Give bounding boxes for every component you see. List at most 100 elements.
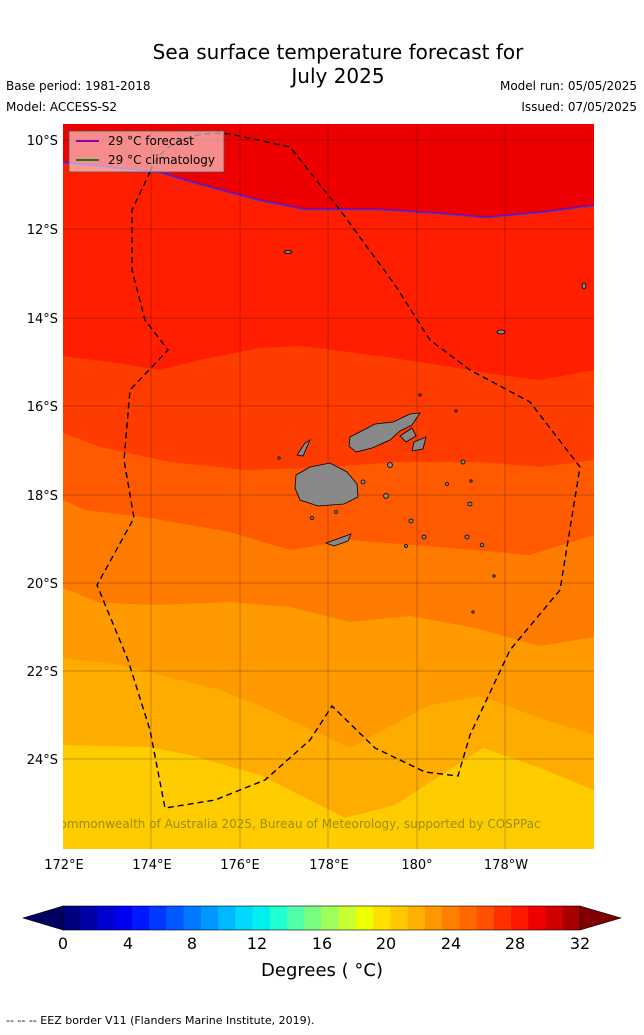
colorbar-tick-label: 28 (504, 934, 526, 953)
colorbar-segment (149, 906, 167, 930)
eez-border (96, 132, 581, 809)
model-text: Model: ACCESS-S2 (6, 100, 118, 114)
colorbar-max-extend (579, 905, 623, 931)
lon-label: 178°W (484, 858, 528, 873)
lon-label: 176°E (220, 858, 260, 873)
colorbar-segment (545, 906, 564, 930)
lat-label: 22°S (27, 665, 58, 680)
colorbar (21, 905, 623, 931)
islet (408, 518, 414, 524)
colorbar-segment (304, 906, 322, 930)
colorbar-segment (407, 906, 426, 930)
colorbar-segment (390, 906, 409, 930)
colorbar-segment (476, 906, 495, 930)
map-title-line1: Sea surface temperature forecast for (152, 40, 524, 64)
lon-label: 174°E (132, 858, 172, 873)
copyright-text: © Commonwealth of Australia 2025, Bureau… (35, 817, 540, 831)
colorbar-title: Degrees ( °C) (261, 960, 383, 981)
colorbar-segment (528, 906, 547, 930)
islet (445, 482, 449, 486)
colorbar-tick-label: 0 (57, 934, 69, 953)
lon-label: 178°E (309, 858, 349, 873)
colorbar-tick-label: 8 (186, 934, 198, 953)
isotherm-legend (68, 130, 225, 173)
islet (471, 610, 475, 614)
climatology-29c-isotherm (63, 162, 594, 219)
kadavu (324, 533, 352, 547)
colorbar-segment (355, 906, 374, 930)
map-title-line2: July 2025 (291, 64, 385, 88)
island-east (411, 436, 427, 452)
viti-levu (294, 462, 359, 507)
colorbar-tick-label: 20 (375, 934, 397, 953)
colorbar-segment (131, 906, 150, 930)
lat-label: 16°S (27, 400, 58, 415)
colorbar-segment (338, 906, 357, 930)
colorbar-segment (218, 906, 236, 930)
island-n (496, 329, 506, 335)
colorbar-segment (235, 906, 254, 930)
lat-label: 10°S (27, 134, 58, 149)
lat-label: 18°S (27, 489, 58, 504)
colorbar-tick-label: 4 (122, 934, 134, 953)
islet (460, 459, 466, 465)
lat-label: 12°S (27, 223, 58, 238)
colorbar-segment (424, 906, 443, 930)
colorbar-tick-label: 24 (440, 934, 462, 953)
colorbar-segment (511, 906, 529, 930)
forecast-29c-isotherm (63, 161, 594, 218)
lon-label: 172°E (44, 858, 84, 873)
taveuni (399, 427, 417, 443)
colorbar-segment (97, 906, 116, 930)
legend-forecast-label: 29 °C forecast (108, 134, 194, 148)
islet (479, 542, 485, 548)
lon-label: 180° (401, 858, 432, 873)
vanua-levu (348, 412, 421, 453)
colorbar-segment (166, 906, 185, 930)
colorbar-segment (200, 906, 219, 930)
colorbar-tick-label: 32 (569, 934, 591, 953)
lat-label: 14°S (27, 312, 58, 327)
islet (464, 534, 470, 540)
colorbar-segment (114, 906, 133, 930)
islet (469, 479, 473, 483)
colorbar-segment (287, 906, 305, 930)
issued-text: Issued: 07/05/2025 (521, 100, 637, 114)
island-ne (581, 282, 587, 290)
base-period-text: Base period: 1981-2018 (6, 79, 151, 93)
colorbar-segment (562, 906, 581, 930)
yasawa (296, 439, 311, 457)
colorbar-segment (321, 906, 340, 930)
lat-label: 24°S (27, 753, 58, 768)
colorbar-segment (183, 906, 202, 930)
model-run-text: Model run: 05/05/2025 (499, 79, 637, 93)
islet (492, 574, 496, 578)
latitude-labels: 10°S 12°S 14°S 16°S 18°S 20°S 22°S 24°S (27, 134, 58, 768)
colorbar-tick-label: 12 (246, 934, 268, 953)
islet (277, 456, 281, 460)
islet (421, 534, 427, 540)
colorbar-tick-label: 16 (311, 934, 333, 953)
islet (360, 479, 366, 485)
islet (387, 462, 393, 468)
islet (404, 544, 408, 548)
legend-climatology-label: 29 °C climatology (108, 153, 215, 167)
colorbar-segment (459, 906, 478, 930)
colorbar-segment (269, 906, 288, 930)
colorbar-segment (493, 906, 512, 930)
islet (454, 409, 458, 413)
colorbar-segment (373, 906, 391, 930)
islet (310, 516, 314, 520)
fiji-islands (277, 250, 587, 614)
sst-contour-bands: 29 °C forecast 29 °C climatology © Commo… (35, 124, 594, 849)
longitude-labels: 172°E 174°E 176°E 178°E 180° 178°W (44, 858, 528, 873)
colorbar-segment (252, 906, 271, 930)
islet (467, 501, 473, 507)
islet (334, 510, 338, 514)
eez-footer-note: -- -- -- EEZ border V11 (Flanders Marine… (6, 1014, 315, 1027)
colorbar-frame (62, 905, 581, 931)
lat-label: 20°S (27, 577, 58, 592)
islet (418, 393, 422, 397)
graticule (63, 124, 594, 849)
